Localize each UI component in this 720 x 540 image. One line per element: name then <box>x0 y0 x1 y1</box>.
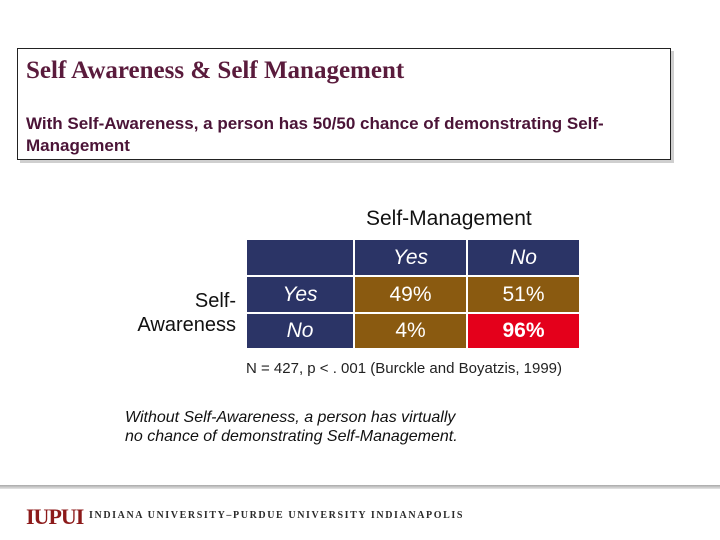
iupui-logo: IUPUI <box>26 504 84 529</box>
slide-title: Self Awareness & Self Management <box>26 57 405 84</box>
cell-no-yes: 4% <box>354 313 467 349</box>
row-header-no: No <box>246 313 354 349</box>
university-name: INDIANA UNIVERSITY–PURDUE UNIVERSITY IND… <box>89 510 465 521</box>
slide-subtitle: With Self-Awareness, a person has 50/50 … <box>26 114 604 155</box>
row-group-label-line2: Awareness <box>137 314 236 336</box>
row-group-label-line1: Self- <box>194 290 236 312</box>
row-header-yes: Yes <box>246 276 354 313</box>
row-group-label: Self- Awareness <box>96 289 236 337</box>
cell-yes-no: 51% <box>467 276 580 313</box>
footer-divider <box>0 485 720 489</box>
cell-no-no: 96% <box>467 313 580 349</box>
matrix-corner-cell <box>246 239 354 276</box>
title-box: Self Awareness & Self Management With Se… <box>17 48 671 160</box>
column-header-yes: Yes <box>354 239 467 276</box>
column-header-no: No <box>467 239 580 276</box>
citation-footnote: N = 427, p < . 001 (Burckle and Boyatzis… <box>246 360 563 377</box>
cell-yes-yes: 49% <box>354 276 467 313</box>
column-group-label: Self-Management <box>366 207 532 230</box>
conclusion-text: Without Self-Awareness, a person has vir… <box>125 409 458 445</box>
